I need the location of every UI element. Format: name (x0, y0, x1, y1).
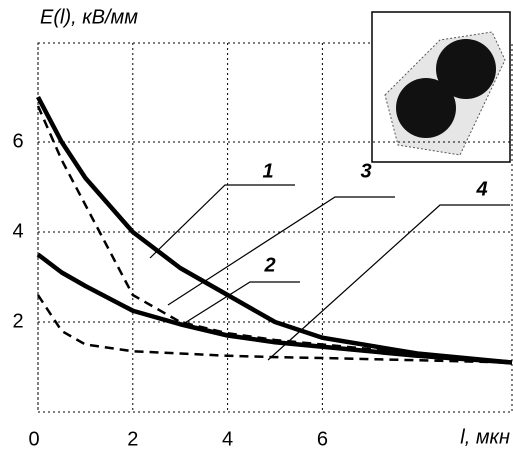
x-axis-label: l, мкн (460, 426, 510, 448)
inset-particle (436, 39, 496, 99)
plot-frame (37, 42, 513, 413)
y-tick-label: 4 (12, 220, 23, 242)
leader-line (267, 204, 510, 361)
series-line (36, 95, 513, 365)
series-label: 1 (262, 160, 273, 182)
x-tick-label: 0 (28, 428, 39, 450)
x-tick-label: 6 (317, 428, 328, 450)
inset (371, 11, 511, 163)
series-line (36, 294, 513, 364)
x-tick-label: 2 (127, 428, 138, 450)
leaders (149, 184, 510, 361)
leader-line (149, 184, 295, 259)
y-tick-label: 6 (12, 130, 23, 152)
series-line (36, 105, 513, 364)
series-label: 2 (263, 254, 275, 276)
y-tick-label: 2 (12, 310, 23, 332)
chart-title: E(l), кВ/мм (40, 6, 138, 28)
leader-line (179, 281, 300, 327)
inset-particle (396, 78, 456, 138)
series-label: 3 (360, 160, 371, 182)
series-line (36, 252, 513, 365)
leader-line (167, 196, 395, 306)
x-tick-label: 4 (222, 428, 233, 450)
series-label: 4 (475, 178, 487, 200)
